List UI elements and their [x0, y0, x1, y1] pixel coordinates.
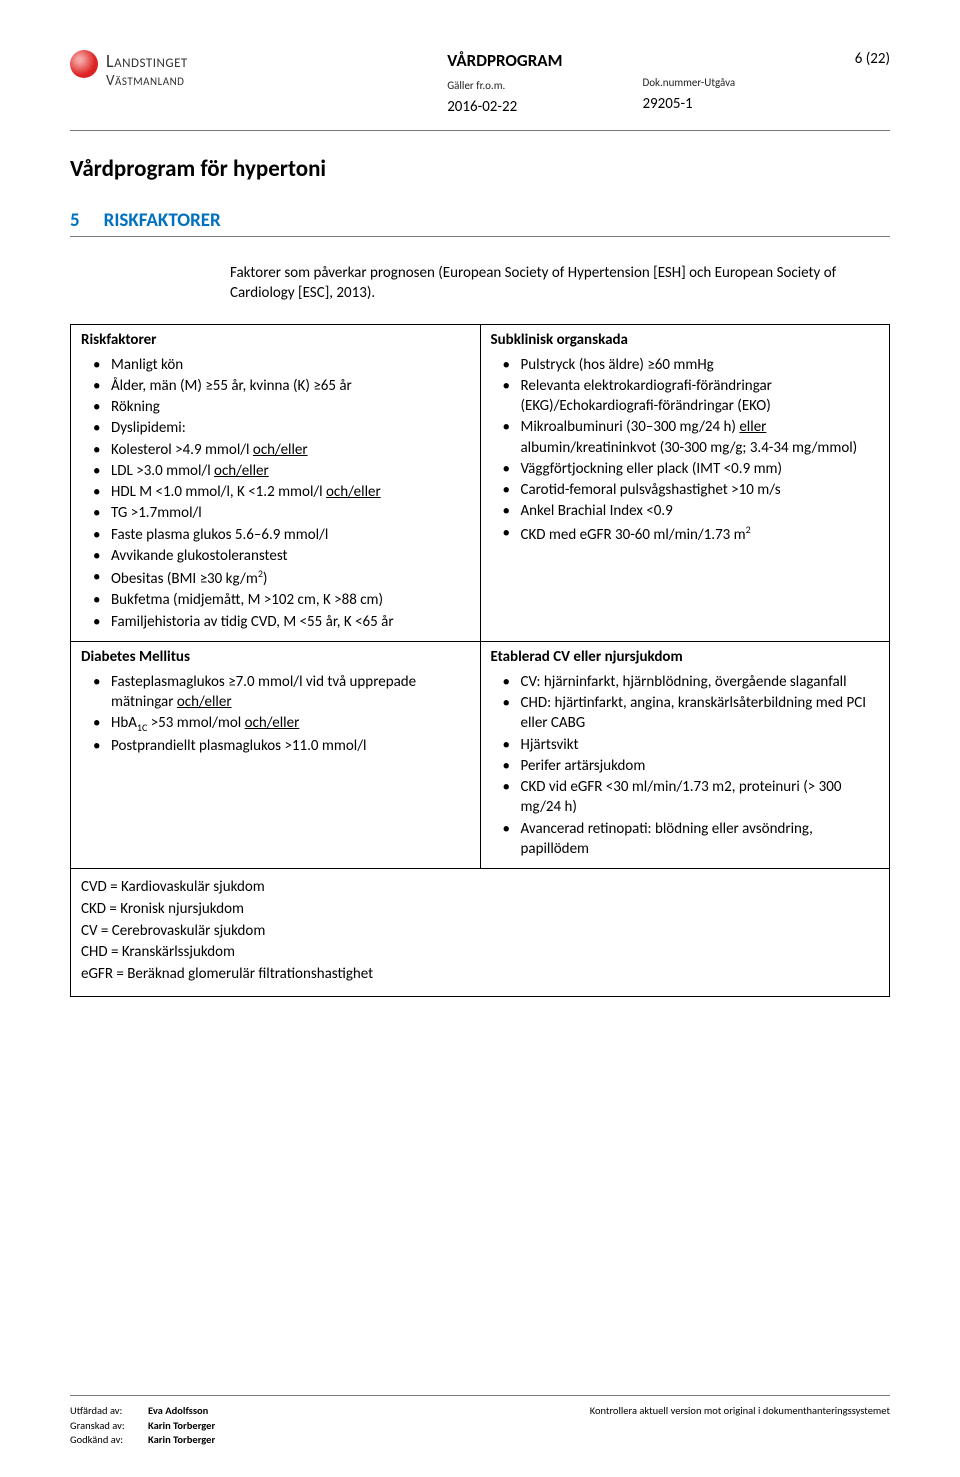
riskfaktorer-list: Manligt könÅlder, män (M) ≥55 år, kvinna… [81, 355, 470, 632]
list-item: Väggförtjockning eller plack (IMT <0.9 m… [491, 459, 880, 479]
section-heading: 5 RISKFAKTORER [70, 209, 890, 237]
etablerad-list: CV: hjärninfarkt, hjärnblödning, övergåe… [491, 672, 880, 859]
section-number: 5 [70, 209, 80, 232]
doc-type: VÅRDPROGRAM [447, 50, 562, 71]
list-item: Manligt kön [81, 355, 470, 375]
list-item: Pulstryck (hos äldre) ≥60 mmHg [491, 355, 880, 375]
list-item: Obesitas (BMI ≥30 kg/m2) [81, 567, 470, 589]
logo-line2: Västmanland [106, 72, 188, 90]
abbrev-cell: CVD = Kardiovaskulär sjukdomCKD = Kronis… [71, 869, 890, 996]
list-item: TG >1.7mmol/l [81, 503, 470, 523]
list-item: Perifer artärsjukdom [491, 756, 880, 776]
docnum-value: 29205-1 [642, 95, 735, 113]
list-item: CKD vid eGFR <30 ml/min/1.73 m2, protein… [491, 777, 880, 818]
list-item: Ankel Brachial Index <0.9 [491, 501, 880, 521]
list-item: Hjärtsvikt [491, 735, 880, 755]
cell-header: Subklinisk organskada [491, 331, 880, 351]
logo-line1: Landstinget [106, 50, 188, 72]
list-item: CHD: hjärtinfarkt, angina, kranskärlsåte… [491, 693, 880, 734]
list-item: CV: hjärninfarkt, hjärnblödning, övergåe… [491, 672, 880, 692]
list-item: Avancerad retinopati: blödning eller avs… [491, 819, 880, 860]
footer-separator [70, 1395, 890, 1396]
list-item: Fasteplasmaglukos ≥7.0 mmol/l vid två up… [81, 672, 470, 713]
document-title: Vårdprogram för hypertoni [70, 155, 890, 183]
page-header: Landstinget Västmanland VÅRDPROGRAM Gäll… [70, 50, 890, 116]
section-intro: Faktorer som påverkar prognosen (Europea… [230, 263, 860, 304]
list-item: Faste plasma glukos 5.6–6.9 mmol/l [81, 525, 470, 545]
list-item: LDL >3.0 mmol/l och/eller [81, 461, 470, 481]
list-item: Familjehistoria av tidig CVD, M <55 år, … [81, 612, 470, 632]
riskfactor-table: Riskfaktorer Manligt könÅlder, män (M) ≥… [70, 324, 890, 870]
list-item: HDL M <1.0 mmol/l, K <1.2 mmol/l och/ell… [81, 482, 470, 502]
list-item: Postprandiellt plasmaglukos >11.0 mmol/l [81, 736, 470, 756]
logo-text: Landstinget Västmanland [106, 50, 188, 90]
list-item: Rökning [81, 397, 470, 417]
subklinisk-list: Pulstryck (hos äldre) ≥60 mmHgRelevanta … [491, 355, 880, 545]
logo-icon [70, 50, 98, 78]
cell-riskfaktorer: Riskfaktorer Manligt könÅlder, män (M) ≥… [71, 324, 481, 641]
footer-authors: Utfärdad av:Eva AdolfssonGranskad av:Kar… [70, 1404, 215, 1447]
list-item: Dyslipidemi: [81, 418, 470, 438]
page-footer: Utfärdad av:Eva AdolfssonGranskad av:Kar… [70, 1395, 890, 1447]
cell-etablerad: Etablerad CV eller njursjukdom CV: hjärn… [480, 641, 890, 868]
list-item: Ålder, män (M) ≥55 år, kvinna (K) ≥65 år [81, 376, 470, 396]
list-item: Kolesterol >4.9 mmol/l och/eller [81, 440, 470, 460]
docnum-label: Dok.nummer-Utgåva [642, 76, 735, 89]
list-item: Bukfetma (midjemått, M >102 cm, K >88 cm… [81, 590, 470, 610]
logo: Landstinget Västmanland [70, 50, 188, 90]
list-item: Carotid-femoral pulsvågshastighet >10 m/… [491, 480, 880, 500]
cell-header: Etablerad CV eller njursjukdom [491, 648, 880, 668]
diabetes-list: Fasteplasmaglukos ≥7.0 mmol/l vid två up… [81, 672, 470, 756]
page-number: 6 (22) [855, 50, 890, 116]
cell-header: Diabetes Mellitus [81, 648, 470, 668]
header-separator [70, 130, 890, 131]
abbrev-table: CVD = Kardiovaskulär sjukdomCKD = Kronis… [70, 869, 890, 997]
list-item: Avvikande glukostoleranstest [81, 546, 470, 566]
cell-header: Riskfaktorer [81, 331, 470, 351]
list-item: HbA1C >53 mmol/mol och/eller [81, 713, 470, 735]
valid-from-label: Gäller fr.o.m. [447, 79, 562, 92]
list-item: Relevanta elektrokardiografi-förändringa… [491, 376, 880, 417]
list-item: Mikroalbuminuri (30–300 mg/24 h) eller a… [491, 417, 880, 458]
cell-diabetes: Diabetes Mellitus Fasteplasmaglukos ≥7.0… [71, 641, 481, 868]
section-title: RISKFAKTORER [104, 209, 221, 232]
list-item: CKD med eGFR 30-60 ml/min/1.73 m2 [491, 523, 880, 545]
header-meta: VÅRDPROGRAM Gäller fr.o.m. 2016-02-22 Do… [447, 50, 890, 116]
cell-subklinisk: Subklinisk organskada Pulstryck (hos äld… [480, 324, 890, 641]
valid-from-date: 2016-02-22 [447, 98, 562, 116]
footer-note: Kontrollera aktuell version mot original… [590, 1404, 890, 1447]
